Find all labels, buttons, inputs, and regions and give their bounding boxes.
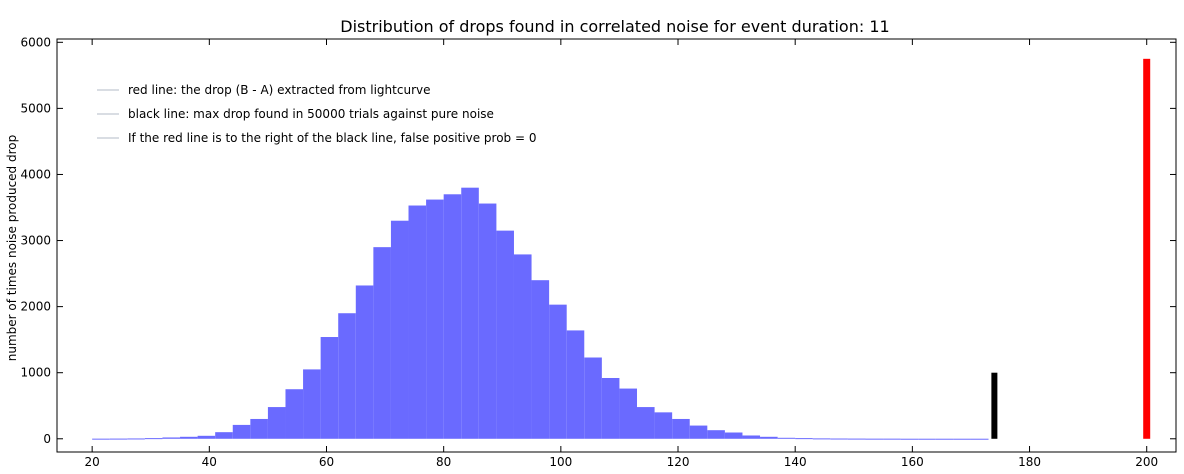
y-tick-label: 5000 bbox=[20, 101, 51, 115]
histogram-bar bbox=[285, 389, 304, 439]
histogram-bar bbox=[760, 436, 778, 439]
histogram bbox=[92, 187, 989, 440]
histogram-bar bbox=[601, 377, 620, 439]
histogram-bar bbox=[127, 438, 145, 440]
legend-entry: If the red line is to the right of the b… bbox=[128, 131, 536, 145]
histogram-bar bbox=[408, 205, 427, 439]
histogram-bar bbox=[390, 220, 409, 439]
histogram-bar bbox=[918, 438, 936, 440]
histogram-bar bbox=[865, 438, 884, 440]
histogram-bar bbox=[812, 438, 831, 440]
y-tick-label: 3000 bbox=[20, 234, 51, 248]
histogram-bar bbox=[461, 187, 479, 439]
histogram-bar bbox=[426, 199, 444, 439]
x-tick-label: 60 bbox=[319, 455, 334, 469]
histogram-bar bbox=[566, 330, 585, 439]
histogram-bar bbox=[162, 437, 181, 439]
histogram-bar bbox=[531, 280, 550, 439]
y-tick-label: 6000 bbox=[20, 35, 51, 49]
y-tick-label: 1000 bbox=[20, 366, 51, 380]
plot-frame bbox=[56, 38, 1177, 453]
histogram-bar bbox=[584, 357, 602, 439]
histogram-bar bbox=[953, 438, 971, 440]
histogram-bar bbox=[443, 194, 462, 439]
x-tick-label: 100 bbox=[549, 455, 572, 469]
histogram-bar bbox=[144, 438, 163, 440]
histogram-bar bbox=[215, 432, 233, 439]
histogram-bar bbox=[900, 438, 919, 440]
histogram-bar bbox=[478, 203, 497, 439]
histogram-bar bbox=[109, 438, 128, 440]
histogram-bar bbox=[795, 438, 813, 440]
histogram-bar bbox=[92, 438, 110, 440]
y-tick-label: 4000 bbox=[20, 167, 51, 181]
x-tick-label: 140 bbox=[784, 455, 807, 469]
x-tick-label: 40 bbox=[202, 455, 217, 469]
y-axis-label: number of times noise produced drop bbox=[5, 135, 19, 361]
histogram-bar bbox=[847, 438, 866, 440]
histogram-bar bbox=[232, 424, 251, 439]
histogram-bar bbox=[619, 388, 638, 439]
histogram-bar bbox=[250, 418, 268, 439]
histogram-bar bbox=[496, 230, 514, 439]
legend: red line: the drop (B - A) extracted fro… bbox=[97, 83, 536, 145]
y-tick-label: 0 bbox=[43, 432, 51, 446]
histogram-bar bbox=[883, 438, 901, 440]
histogram-bar bbox=[654, 412, 673, 439]
x-tick-label: 200 bbox=[1135, 455, 1158, 469]
histogram-bar bbox=[303, 369, 321, 439]
histogram-bar bbox=[777, 437, 796, 439]
histogram-bar bbox=[935, 438, 954, 440]
chart-title: Distribution of drops found in correlate… bbox=[340, 17, 889, 36]
marker-lines bbox=[991, 58, 1151, 439]
red-line bbox=[1143, 58, 1151, 439]
histogram-bar bbox=[373, 247, 391, 439]
histogram-bar bbox=[724, 432, 743, 439]
x-axis-ticks: 20 40 60 80 100 120 140 160 180 200 bbox=[85, 39, 1158, 469]
histogram-bar bbox=[267, 407, 286, 439]
x-tick-label: 120 bbox=[667, 455, 690, 469]
x-tick-label: 180 bbox=[1018, 455, 1041, 469]
histogram-bar bbox=[830, 438, 848, 440]
y-axis-ticks: 0 1000 2000 3000 4000 5000 6000 bbox=[20, 35, 1176, 446]
y-tick-label: 2000 bbox=[20, 300, 51, 314]
histogram-bar bbox=[549, 304, 567, 439]
histogram-bar bbox=[320, 337, 339, 439]
histogram-bar bbox=[513, 254, 532, 439]
histogram-bar bbox=[689, 425, 708, 439]
black-line bbox=[991, 372, 998, 439]
histogram-bar bbox=[707, 430, 725, 439]
histogram-bar bbox=[338, 313, 356, 439]
x-tick-label: 80 bbox=[436, 455, 451, 469]
legend-entry: black line: max drop found in 50000 tria… bbox=[128, 107, 494, 121]
x-tick-label: 160 bbox=[901, 455, 924, 469]
histogram-bar bbox=[742, 435, 761, 439]
legend-entry: red line: the drop (B - A) extracted fro… bbox=[128, 83, 430, 97]
histogram-bar bbox=[970, 438, 989, 440]
histogram-bar bbox=[180, 436, 198, 439]
x-tick-label: 20 bbox=[85, 455, 100, 469]
histogram-bar bbox=[197, 435, 216, 439]
histogram-bar bbox=[637, 407, 655, 439]
histogram-bar bbox=[672, 418, 690, 439]
histogram-bar bbox=[355, 285, 374, 439]
